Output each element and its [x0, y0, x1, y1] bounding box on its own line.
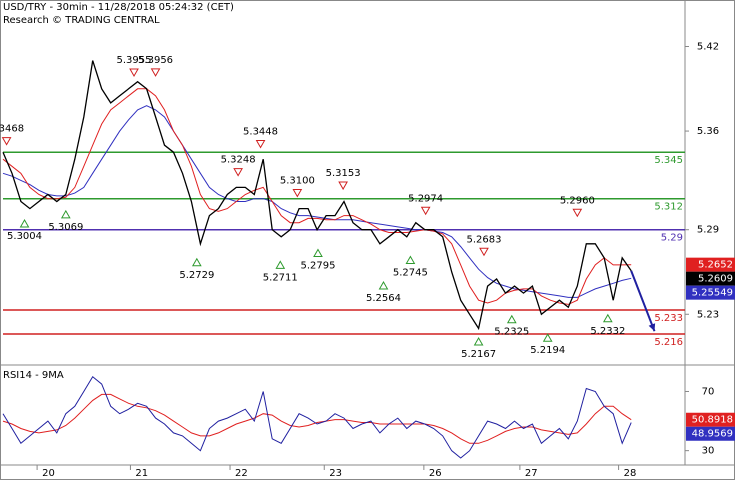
pivot-marker — [479, 247, 489, 257]
pivot-label: 5.2960 — [560, 195, 595, 206]
series-line — [2, 60, 632, 331]
x-tick-label: 23 — [329, 468, 342, 479]
pivot-label: 5.2745 — [393, 268, 428, 279]
pivot-marker — [275, 260, 286, 269]
pivot-label: 5.3153 — [326, 168, 361, 179]
forecast-arrowhead — [648, 323, 656, 332]
level-label: 5.29 — [661, 233, 683, 244]
price-label: 5.2652 — [698, 260, 733, 271]
price-label: 50.8918 — [692, 415, 733, 426]
series-line — [2, 375, 632, 459]
y-tick-label: 5.29 — [697, 225, 719, 236]
pivot-label: 5.3004 — [7, 231, 42, 242]
pivot-label: 5.3100 — [280, 176, 315, 187]
pivot-marker — [1, 137, 12, 146]
y-tick-label: 5.42 — [697, 42, 719, 53]
price-label: 5.25549 — [692, 288, 733, 299]
x-tick-label: 26 — [429, 468, 442, 479]
pivot-marker — [473, 337, 484, 346]
pivot-label: 5.3955 — [117, 55, 152, 66]
pivot-marker — [129, 68, 139, 78]
pivot-marker — [313, 248, 323, 258]
pivot-marker — [233, 168, 243, 177]
level-label: 5.312 — [654, 202, 683, 213]
pivot-marker — [191, 257, 202, 267]
price-box — [686, 426, 735, 441]
y-tick-label: 30 — [702, 446, 715, 457]
pivot-marker — [338, 181, 348, 191]
pivot-label: 5.3448 — [243, 126, 278, 137]
x-tick-label: 28 — [624, 468, 637, 479]
pivot-marker — [602, 313, 613, 323]
pivot-marker — [542, 333, 553, 342]
price-label: 48.9569 — [692, 429, 733, 440]
pivot-marker — [19, 219, 30, 228]
pivot-marker — [255, 139, 266, 149]
x-tick-label: 27 — [525, 468, 538, 479]
pivot-label: 5.2167 — [461, 349, 496, 360]
pivot-marker — [405, 255, 416, 265]
level-label: 5.345 — [654, 155, 683, 166]
pivot-label: 5.2683 — [466, 234, 501, 245]
x-tick-label: 21 — [135, 468, 148, 479]
pivot-marker — [60, 209, 71, 219]
pivot-label: 5.3468 — [0, 124, 24, 135]
pivot-label: 5.3248 — [221, 155, 256, 166]
pivot-marker — [506, 314, 517, 324]
y-tick-label: 5.23 — [697, 309, 719, 320]
price-box — [686, 412, 735, 427]
level-label: 5.233 — [654, 313, 683, 324]
pivot-label: 5.2332 — [590, 326, 625, 337]
price-box — [686, 257, 735, 272]
forecast-arrow — [630, 270, 656, 332]
x-tick-label: 22 — [235, 468, 248, 479]
pivot-marker — [292, 189, 303, 198]
pivot-label: 5.2564 — [366, 293, 401, 304]
y-tick-label: 5.36 — [697, 126, 719, 137]
pivot-label: 5.3956 — [138, 55, 173, 66]
y-tick-label: 70 — [702, 386, 715, 397]
series-line — [2, 88, 632, 305]
pivot-marker — [150, 68, 161, 77]
pivot-label: 5.2194 — [530, 345, 565, 356]
pivot-label: 5.2795 — [300, 261, 335, 272]
pivot-marker — [420, 206, 431, 216]
pivot-label: 5.2711 — [263, 272, 298, 283]
pivot-marker — [378, 281, 389, 290]
pivot-label: 5.2974 — [408, 193, 443, 204]
price-label: 5.2609 — [698, 274, 733, 285]
pivot-marker — [572, 208, 583, 218]
pivot-label: 5.2729 — [179, 270, 214, 281]
x-tick-label: 20 — [42, 468, 55, 479]
rsi-title: RSI14 - 9MA — [3, 370, 64, 381]
level-label: 5.216 — [654, 337, 683, 348]
chart-subtitle: Research © TRADING CENTRAL — [3, 15, 160, 26]
price-box — [686, 271, 735, 286]
price-box — [686, 285, 735, 300]
pivot-label: 5.2325 — [494, 327, 529, 338]
chart-title: USD/TRY - 30min - 11/28/2018 05:24:32 (C… — [3, 2, 234, 13]
pivot-label: 5.3069 — [48, 222, 83, 233]
